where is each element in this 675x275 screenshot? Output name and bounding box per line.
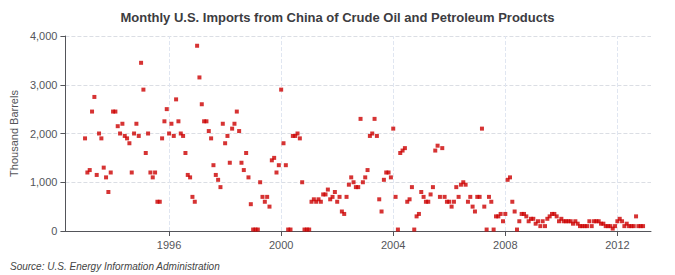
svg-text:3,000: 3,000 — [30, 79, 58, 91]
svg-text:4,000: 4,000 — [30, 30, 58, 42]
svg-text:1996: 1996 — [157, 239, 181, 251]
svg-text:Thousand Barrels: Thousand Barrels — [8, 90, 20, 177]
svg-text:2008: 2008 — [493, 239, 517, 251]
svg-text:2,000: 2,000 — [30, 128, 58, 140]
svg-text:0: 0 — [51, 225, 57, 237]
svg-text:2000: 2000 — [269, 239, 293, 251]
svg-text:Source: U.S. Energy Informatio: Source: U.S. Energy Information Administ… — [10, 261, 220, 272]
svg-text:2012: 2012 — [605, 239, 629, 251]
svg-text:2004: 2004 — [381, 239, 405, 251]
svg-text:1,000: 1,000 — [30, 176, 58, 188]
svg-text:Monthly U.S. Imports from Chin: Monthly U.S. Imports from China of Crude… — [120, 10, 554, 25]
